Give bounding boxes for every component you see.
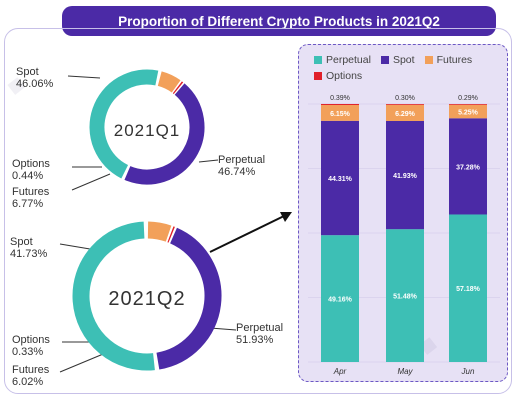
chart-title: Proportion of Different Crypto Products … — [62, 6, 496, 36]
slice-value: 0.44% — [12, 170, 44, 182]
legend-swatch — [424, 56, 433, 64]
legend-item-options: Options — [314, 70, 362, 82]
legend-label: Spot — [392, 54, 415, 66]
outer-frame — [4, 28, 512, 394]
legend-item-spot: Spot — [380, 54, 415, 66]
leader-line — [59, 351, 109, 373]
donut-slice-perpetual — [72, 221, 155, 371]
bar-segment-options — [449, 104, 487, 105]
slice-name: Perpetual — [218, 154, 266, 166]
slice-name: Futures — [12, 364, 50, 376]
q1-spot-label: Spot 46.06% — [16, 66, 53, 90]
q1-perpetual-label: Perpetual 46.74% — [218, 154, 265, 178]
slice-name: Futures — [12, 186, 50, 198]
q2-options-label: Options 0.33% — [12, 334, 50, 358]
bar-segment-options — [321, 103, 359, 105]
bar-segment-perpetual — [449, 214, 487, 362]
legend-label: Options — [326, 70, 363, 82]
donut-2021q1 — [89, 69, 205, 185]
donut-slice-options — [172, 81, 184, 94]
bar-segment-spot — [321, 120, 359, 236]
x-tick-label: Apr — [333, 367, 347, 376]
slice-name: Options — [12, 334, 50, 346]
q1-futures-label: Futures 6.77% — [12, 186, 49, 210]
q2-spot-label: Spot 41.73% — [10, 236, 47, 260]
data-label: 44.31% — [328, 176, 353, 183]
slice-value: 6.77% — [12, 198, 44, 210]
slice-value: 46.74% — [218, 166, 256, 178]
data-label: 37.28% — [456, 164, 481, 171]
legend: Perpetual Spot Futures Options — [314, 54, 504, 82]
leader-line — [71, 173, 111, 191]
arrow-line — [209, 215, 285, 253]
donut-slice-spot — [156, 227, 222, 370]
bar-segment-futures — [449, 104, 487, 119]
data-label: 5.25% — [458, 110, 479, 117]
legend-swatch — [314, 72, 322, 80]
leader-lines — [59, 75, 237, 373]
bar-segment-futures — [321, 104, 359, 121]
donut-slice-futures — [157, 71, 181, 93]
x-tick-label: May — [397, 367, 413, 376]
bar-segment-options — [386, 104, 424, 105]
slice-value: 41.73% — [10, 248, 48, 260]
data-label: 51.48% — [393, 294, 418, 301]
donut-slice-futures — [147, 221, 172, 242]
arrow-head — [280, 212, 292, 222]
data-label: 6.29% — [395, 111, 416, 118]
slice-value: 51.93% — [236, 334, 274, 346]
leader-line — [67, 75, 101, 79]
bar-segment-spot — [449, 118, 487, 215]
data-label: 41.93% — [393, 173, 418, 180]
legend-item-futures: Futures — [424, 54, 473, 66]
slice-value: 46.06% — [16, 78, 54, 90]
slice-name: Perpetual — [236, 322, 284, 334]
x-tick-label: Jun — [461, 367, 475, 376]
slice-name: Spot — [10, 236, 33, 248]
q1-options-label: Options 0.44% — [12, 158, 50, 182]
donut-2021q2 — [72, 221, 222, 371]
donut-slice-spot — [124, 83, 205, 185]
slice-name: Spot — [16, 66, 39, 78]
data-label: 0.39% — [330, 95, 350, 102]
donut-center-label: 2021Q1 — [114, 121, 181, 140]
data-label: 49.16% — [328, 297, 353, 304]
q2-futures-label: Futures 6.02% — [12, 364, 49, 388]
q2-perpetual-label: Perpetual 51.93% — [236, 322, 283, 346]
data-label: 57.18% — [456, 286, 481, 293]
legend-swatch — [380, 56, 389, 64]
slice-value: 0.33% — [12, 346, 44, 358]
donut-center-label: 2021Q2 — [108, 288, 185, 310]
data-label: 0.30% — [395, 95, 415, 102]
leader-line — [209, 327, 237, 331]
bar-segment-perpetual — [386, 229, 424, 362]
slice-value: 6.02% — [12, 376, 44, 388]
bar-segment-futures — [386, 104, 424, 122]
data-label: 6.15% — [330, 111, 351, 118]
bar-segment-perpetual — [321, 235, 359, 362]
legend-label: Perpetual — [326, 54, 371, 66]
legend-label: Futures — [436, 54, 473, 66]
slice-name: Options — [12, 158, 50, 170]
data-label: 0.29% — [458, 95, 478, 102]
legend-swatch — [314, 56, 322, 64]
bar-segment-spot — [386, 121, 424, 230]
stacked-bar-chart: 49.16% 44.31% 6.15% 0.39% Apr 51.48% 41.93% 6.2… — [308, 95, 500, 376]
donut-slice-perpetual — [89, 69, 159, 179]
legend-item-perpetual: Perpetual — [314, 54, 371, 66]
leader-line — [198, 159, 219, 163]
